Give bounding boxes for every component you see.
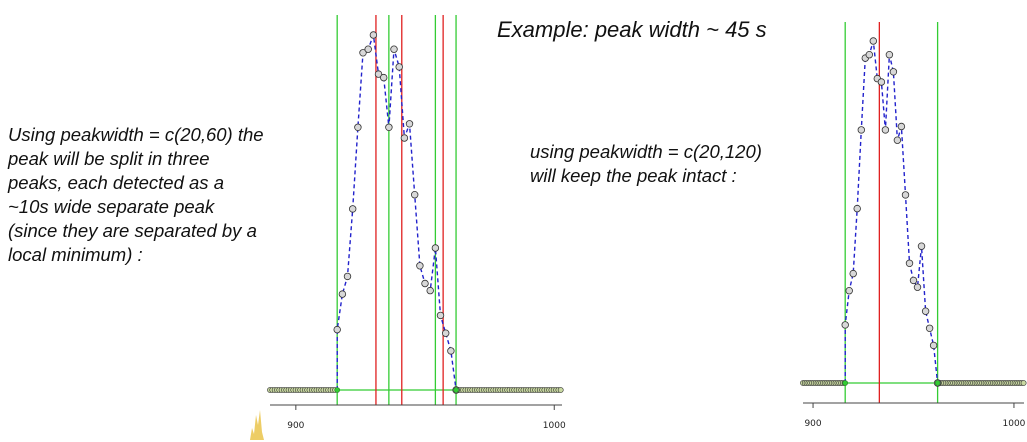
- data-point: [431, 244, 440, 252]
- data-point: [857, 126, 865, 134]
- left-note-line: local minimum) :: [8, 244, 143, 265]
- data-point: [893, 136, 902, 144]
- data-point: [865, 51, 873, 59]
- x-tick-label: 1000: [543, 421, 566, 431]
- right-note-line: using peakwidth = c(20,120): [530, 141, 762, 162]
- data-point: [442, 329, 450, 337]
- data-point: [849, 269, 857, 278]
- data-point: [436, 311, 445, 320]
- data-point: [385, 123, 393, 131]
- data-point: [889, 68, 898, 76]
- data-point: [416, 262, 424, 270]
- data-point: [869, 37, 877, 45]
- data-point: [921, 307, 930, 315]
- data-point: [395, 63, 403, 71]
- data-point: [426, 286, 434, 295]
- data-point: [390, 45, 398, 53]
- data-point: [354, 123, 362, 131]
- data-point: [853, 204, 861, 213]
- data-point: [447, 347, 455, 355]
- data-point: [343, 272, 352, 281]
- data-point: [333, 325, 341, 334]
- data-point: [380, 73, 388, 82]
- left-note-line: (since they are separated by a: [8, 220, 257, 241]
- baseline-start-point: [842, 380, 848, 386]
- data-point: [929, 341, 938, 350]
- data-point: [909, 276, 918, 285]
- baseline-end-point: [453, 387, 459, 393]
- data-point: [841, 321, 849, 329]
- right-note: using peakwidth = c(20,120) will keep th…: [530, 140, 762, 188]
- data-point: [913, 283, 922, 291]
- data-point: [881, 126, 890, 134]
- x-tick-label: 900: [804, 419, 821, 429]
- data-point: [374, 70, 383, 78]
- left-note-line: peaks, each detected as a: [8, 172, 224, 193]
- baseline-start-point: [334, 387, 340, 393]
- data-point: [405, 120, 414, 128]
- data-point: [901, 191, 910, 199]
- data-point: [885, 51, 894, 59]
- data-point: [349, 205, 357, 213]
- slide-title: Example: peak width ~ 45 s: [497, 17, 767, 42]
- right-note-line: will keep the peak intact :: [530, 165, 737, 186]
- left-note-line: peak will be split in three: [8, 148, 210, 169]
- left-note: Using peakwidth = c(20,60) the peak will…: [8, 123, 264, 267]
- baseline-point: [557, 387, 564, 393]
- baseline-point: [1020, 380, 1027, 386]
- baseline-end-point: [934, 380, 941, 386]
- data-point: [905, 259, 914, 267]
- data-point: [877, 78, 886, 86]
- left-note-line: ~10s wide separate peak: [8, 196, 215, 217]
- data-point: [925, 324, 934, 332]
- data-point: [897, 122, 906, 131]
- data-point: [338, 290, 347, 298]
- data-point: [369, 31, 378, 39]
- baseline-points: [800, 380, 1027, 386]
- data-point: [364, 45, 372, 53]
- data-point: [845, 287, 853, 295]
- data-point: [400, 134, 409, 142]
- data-point: [917, 242, 926, 250]
- data-point: [411, 190, 419, 199]
- baseline-points: [267, 387, 564, 393]
- data-point: [359, 49, 367, 57]
- x-tick-label: 1000: [1003, 419, 1026, 429]
- data-point: [421, 279, 429, 288]
- x-tick-label: 900: [287, 421, 304, 431]
- left-note-line: Using peakwidth = c(20,60) the: [8, 124, 264, 145]
